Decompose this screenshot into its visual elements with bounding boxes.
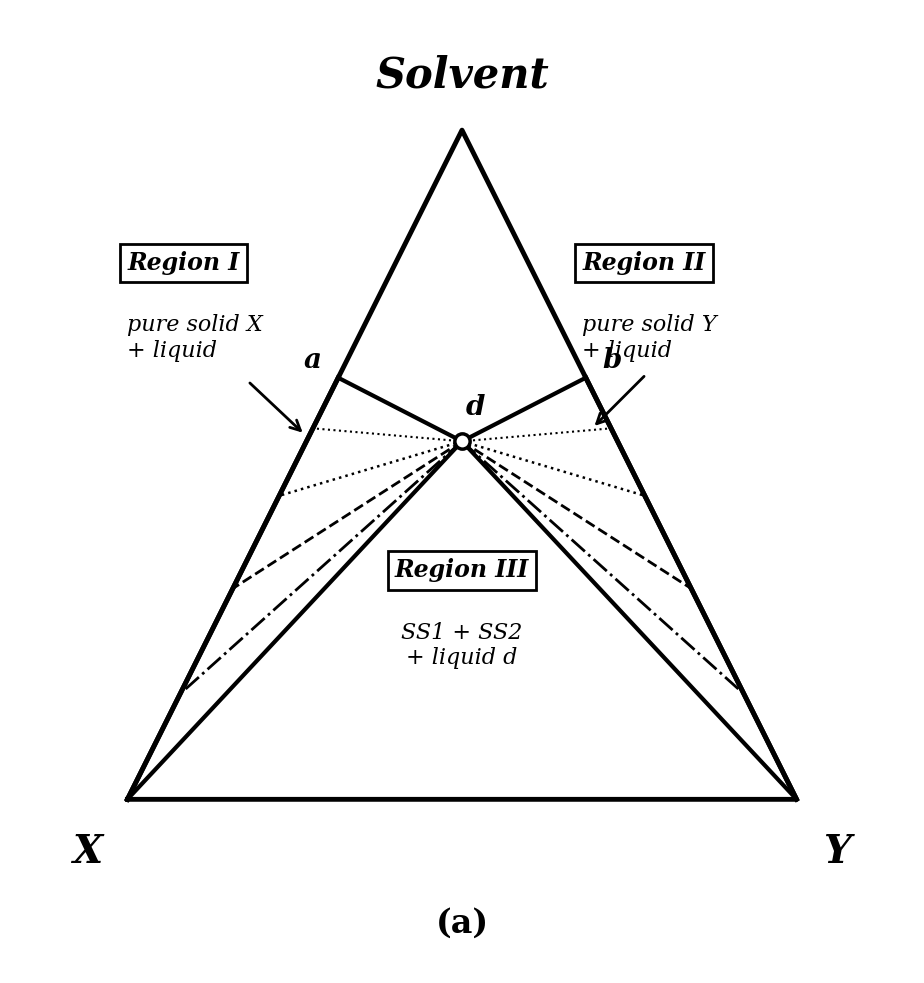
Text: d: d (466, 394, 485, 422)
Text: Region II: Region II (582, 251, 706, 274)
Text: pure solid Y
+ liquid: pure solid Y + liquid (582, 315, 717, 362)
Text: pure solid X
+ liquid: pure solid X + liquid (128, 315, 263, 362)
Text: (a): (a) (435, 906, 489, 940)
Text: Y: Y (823, 833, 851, 871)
Text: SS1 + SS2
+ liquid d: SS1 + SS2 + liquid d (401, 622, 523, 669)
Text: b: b (602, 347, 622, 375)
Text: a: a (303, 347, 322, 375)
Text: Region III: Region III (395, 558, 529, 582)
Text: X: X (72, 833, 103, 871)
Text: Solvent: Solvent (375, 55, 549, 96)
Text: Region I: Region I (128, 251, 239, 274)
